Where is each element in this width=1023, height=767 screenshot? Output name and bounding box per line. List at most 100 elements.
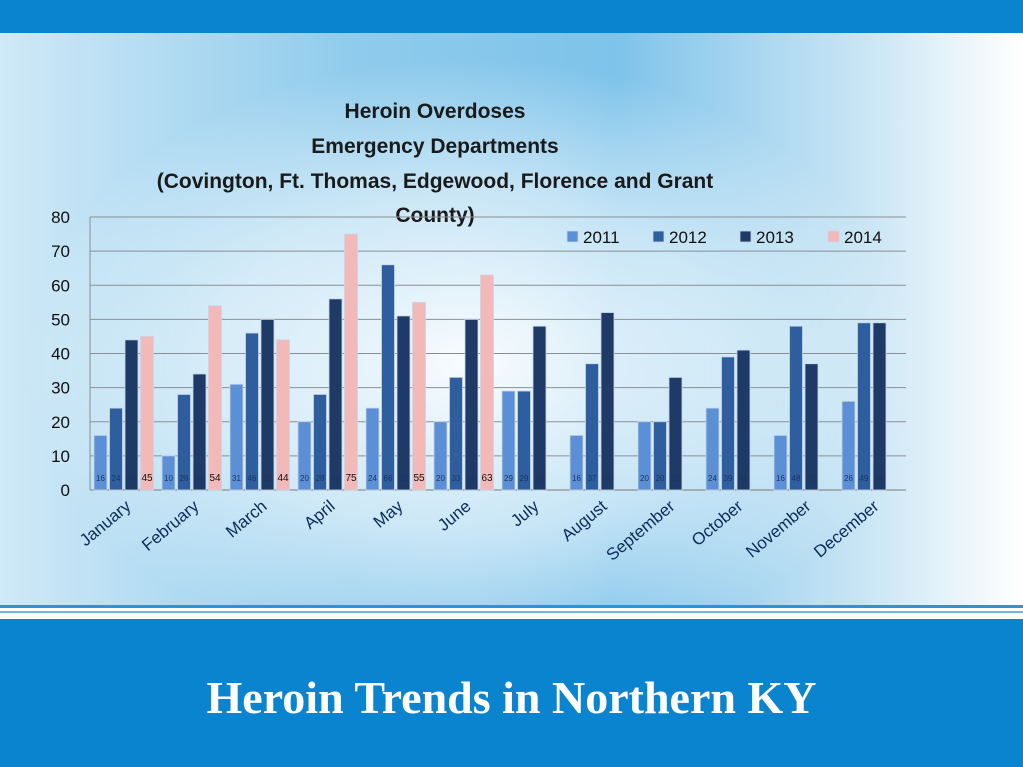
data-label-2014-january: 45 <box>141 473 153 484</box>
bar-2011-april <box>297 421 312 491</box>
bar-2011-december <box>841 400 856 491</box>
bar-2013-may <box>396 315 411 491</box>
y-tick-label: 80 <box>51 208 70 227</box>
chart-title-line-2: Emergency Departments <box>311 135 558 158</box>
data-label-2011-july: 29 <box>504 474 513 483</box>
data-label-2011-october: 24 <box>708 474 717 483</box>
top-banner <box>0 0 1023 33</box>
bar-2014-june <box>480 274 494 491</box>
category-label-january: January <box>76 496 135 550</box>
category-label-october: October <box>688 496 747 550</box>
bar-2011-march <box>229 383 244 491</box>
y-tick-label: 30 <box>51 379 70 398</box>
category-label-september: September <box>603 496 679 564</box>
data-label-2011-august: 16 <box>572 474 581 483</box>
legend-swatch-2012 <box>652 230 665 243</box>
y-tick-label: 20 <box>51 413 70 432</box>
bar-2013-august <box>600 312 615 491</box>
data-label-2012-april: 28 <box>316 474 325 483</box>
legend-label-2012: 2012 <box>669 228 707 247</box>
bar-2014-january <box>140 336 154 491</box>
data-labels: 16 24 44 45 10 28 34 54 31 46 50 44 20 28 56 75 24 66 51 55… <box>96 473 884 484</box>
chart-title: Heroin Overdoses Emergency Departments (… <box>157 100 714 227</box>
bar-2012-april <box>313 394 327 491</box>
data-label-2012-october: 39 <box>724 474 733 483</box>
chart-title-line-4: County) <box>395 204 474 227</box>
bar-2012-june <box>449 376 463 491</box>
y-tick-label: 70 <box>51 242 70 261</box>
category-label-november: November <box>742 496 815 561</box>
data-label-2012-august: 37 <box>588 474 597 483</box>
divider-line <box>0 605 1023 608</box>
data-label-2012-september: 20 <box>656 474 665 483</box>
bar-2013-march <box>260 318 275 491</box>
bar-2011-february <box>161 455 176 491</box>
bar-2013-january <box>124 339 139 491</box>
legend-swatch-2013 <box>739 230 752 243</box>
legend-label-2014: 2014 <box>844 228 882 247</box>
data-label-2011-june: 20 <box>436 474 445 483</box>
bar-2012-january <box>109 407 123 491</box>
y-axis-ticks: 0 10 20 30 40 50 60 70 80 <box>51 208 70 500</box>
category-label-may: May <box>370 496 407 532</box>
bar-2013-september <box>668 376 683 491</box>
category-label-june: June <box>434 497 474 535</box>
data-label-2013-november: 37 <box>807 474 816 483</box>
data-label-2013-december: 49 <box>875 474 884 483</box>
data-label-2011-december: 26 <box>844 474 853 483</box>
data-label-2014-april: 75 <box>345 473 357 484</box>
data-label-2012-june: 33 <box>452 474 461 483</box>
x-axis-categories: January February March April May June July Augu… <box>76 496 883 564</box>
data-label-2014-march: 44 <box>277 473 289 484</box>
category-label-april: April <box>300 497 338 533</box>
bar-2012-july <box>517 390 531 491</box>
bar-2011-july <box>501 390 516 491</box>
data-label-2014-february: 54 <box>209 473 221 484</box>
chart-title-line-1: Heroin Overdoses <box>345 100 526 123</box>
slide-title: Heroin Trends in Northern KY <box>206 672 817 723</box>
data-label-2011-november: 16 <box>776 474 785 483</box>
data-label-2011-april: 20 <box>300 474 309 483</box>
category-label-december: December <box>810 496 883 561</box>
bar-2013-october <box>736 349 751 491</box>
chart-title-line-3: (Covington, Ft. Thomas, Edgewood, Floren… <box>157 170 714 193</box>
data-label-2012-may: 66 <box>384 474 393 483</box>
data-label-2011-february: 10 <box>164 474 173 483</box>
y-tick-label: 50 <box>51 310 70 329</box>
bar-2014-march <box>276 339 290 491</box>
bar-2012-november <box>789 325 803 491</box>
bar-2011-august <box>569 434 584 491</box>
y-tick-label: 40 <box>51 345 70 364</box>
data-label-2013-august: 52 <box>603 474 612 483</box>
data-label-2011-january: 16 <box>96 474 105 483</box>
data-label-2011-may: 24 <box>368 474 377 483</box>
data-label-2014-june: 63 <box>481 473 493 484</box>
data-label-2012-march: 46 <box>248 474 257 483</box>
y-tick-label: 60 <box>51 276 70 295</box>
bar-2011-september <box>637 421 652 491</box>
bar-2014-february <box>208 305 222 491</box>
bar-2014-may <box>412 301 426 491</box>
bar-2013-december <box>872 322 887 491</box>
bar-2012-september <box>653 421 667 491</box>
bar-2013-february <box>192 373 207 491</box>
bar-2011-january <box>93 434 108 491</box>
bar-2013-november <box>804 363 819 491</box>
bar-2011-june <box>433 421 448 491</box>
divider-line-thin <box>0 611 1023 613</box>
data-label-2013-june: 50 <box>467 474 476 483</box>
data-label-2013-september: 33 <box>671 474 680 483</box>
bar-2013-april <box>328 298 343 491</box>
legend-swatch-2014 <box>827 230 840 243</box>
category-label-march: March <box>222 497 270 542</box>
bar-2012-march <box>245 332 259 491</box>
category-label-july: July <box>507 496 543 530</box>
data-label-2011-march: 31 <box>232 474 241 483</box>
data-label-2013-march: 50 <box>263 474 272 483</box>
legend-swatch-2011 <box>566 230 579 243</box>
data-label-2014-may: 55 <box>413 473 425 484</box>
legend: 2011 2012 2013 2014 <box>566 228 882 247</box>
legend-label-2011: 2011 <box>583 228 620 247</box>
data-label-2013-april: 56 <box>331 474 340 483</box>
category-label-february: February <box>138 496 203 555</box>
